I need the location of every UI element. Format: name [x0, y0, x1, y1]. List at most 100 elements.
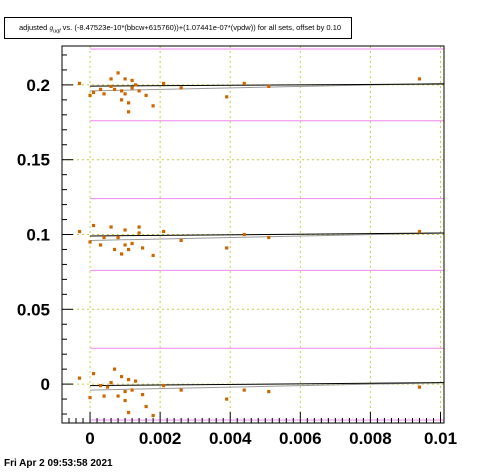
- data-point: [144, 404, 148, 409]
- y-tick-label: 0.2: [26, 76, 50, 95]
- data-point: [417, 385, 422, 389]
- data-point: [242, 81, 246, 86]
- title-suffix: vs. (-8.47523e-10*(bbcw+615760))+(1.0744…: [60, 23, 342, 32]
- fit-line: [90, 232, 445, 237]
- fit-line: [90, 83, 445, 87]
- data-point: [137, 89, 141, 93]
- data-point: [267, 389, 271, 394]
- data-point: [98, 243, 103, 247]
- data-point: [119, 375, 124, 379]
- title-prefix: adjusted: [19, 23, 50, 32]
- fit-lines: [90, 83, 445, 387]
- data-point: [242, 232, 246, 237]
- data-point: [116, 71, 120, 75]
- data-point: [417, 229, 422, 234]
- data-point: [242, 388, 246, 392]
- data-point: [123, 243, 127, 247]
- data-point: [162, 383, 166, 388]
- data-point: [141, 392, 145, 397]
- data-point: [88, 395, 92, 400]
- data-point: [151, 104, 155, 108]
- data-point: [116, 394, 120, 398]
- data-point: [98, 87, 103, 91]
- data-point: [151, 253, 155, 258]
- data-points: [77, 71, 422, 418]
- x-tick-label: 0.01: [424, 429, 457, 448]
- data-point: [109, 84, 113, 88]
- data-point: [112, 87, 117, 91]
- data-point: [112, 367, 117, 371]
- data-point: [116, 235, 120, 240]
- data-point: [179, 388, 183, 392]
- data-point: [130, 86, 134, 90]
- x-tick-label: 0.008: [349, 429, 392, 448]
- data-point: [267, 235, 271, 240]
- data-point: [126, 247, 131, 252]
- axis-ticks: [61, 54, 441, 423]
- title-symbol: guqf: [49, 25, 61, 35]
- data-point: [179, 238, 183, 243]
- data-point: [109, 77, 113, 81]
- timestamp-footer: Fri Apr 2 09:53:58 2021: [4, 458, 113, 469]
- data-point: [109, 381, 113, 385]
- x-tick-label: 0.006: [279, 429, 322, 448]
- data-point: [179, 86, 183, 90]
- data-point: [123, 228, 127, 232]
- trend-line: [90, 382, 445, 391]
- data-point: [91, 90, 96, 94]
- data-point: [151, 413, 155, 418]
- data-point: [102, 394, 106, 398]
- data-point: [102, 92, 106, 96]
- data-point: [119, 98, 124, 102]
- y-tick-label: 0: [41, 375, 50, 394]
- data-point: [162, 229, 166, 234]
- data-point: [119, 252, 124, 256]
- data-point: [112, 247, 117, 252]
- trend-lines: [90, 82, 445, 391]
- data-point: [77, 376, 82, 380]
- data-point: [109, 225, 113, 229]
- data-point: [133, 379, 138, 383]
- data-point: [126, 101, 131, 105]
- data-point: [417, 77, 422, 81]
- y-tick-label: 0.15: [17, 151, 50, 170]
- data-point: [130, 78, 134, 83]
- data-point: [88, 240, 92, 244]
- data-point: [126, 378, 131, 382]
- data-point: [144, 93, 148, 97]
- x-tick-label: 0.002: [139, 429, 182, 448]
- chart-title: adjusted guqf vs. (-8.47523e-10*(bbcw+61…: [4, 17, 352, 39]
- y-tick-label: 0.1: [26, 226, 50, 245]
- y-tick-label: 0.05: [17, 300, 50, 319]
- tick-labels: 0 0.002 0.004 0.006 0.008 0.01 0 0.05 0.1 0.15 0.2: [17, 76, 457, 448]
- data-point: [141, 246, 145, 250]
- data-point: [162, 81, 166, 86]
- x-tick-label: 0: [85, 429, 94, 448]
- data-point: [77, 81, 82, 86]
- data-point: [137, 225, 141, 229]
- data-point: [130, 241, 134, 246]
- data-point: [123, 92, 127, 96]
- data-point: [133, 83, 138, 87]
- data-point: [225, 397, 229, 401]
- data-point: [137, 231, 141, 235]
- title-symbol-subscript: uqf: [53, 28, 61, 35]
- data-point: [267, 84, 271, 88]
- data-point: [123, 77, 127, 81]
- fit-line: [90, 382, 445, 387]
- data-point: [77, 229, 82, 234]
- band-lines: [90, 48, 444, 421]
- data-point: [88, 93, 92, 97]
- data-point: [98, 383, 103, 388]
- data-point: [126, 410, 131, 415]
- x-tick-label: 0.004: [209, 429, 252, 448]
- trend-line: [90, 232, 445, 241]
- data-point: [130, 388, 134, 392]
- data-point: [91, 372, 96, 376]
- data-point: [102, 235, 106, 240]
- data-point: [123, 389, 127, 394]
- data-point: [119, 89, 124, 93]
- data-point: [123, 398, 127, 403]
- data-point: [126, 110, 131, 114]
